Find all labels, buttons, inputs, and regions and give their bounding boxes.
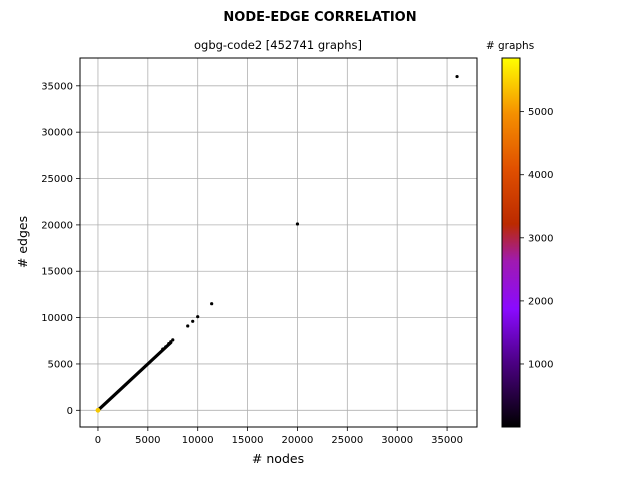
dense-band xyxy=(96,341,173,412)
plot-frame xyxy=(79,57,478,428)
y-axis-label: # edges xyxy=(15,216,30,268)
scatter-point xyxy=(161,347,165,351)
hotspot-point xyxy=(95,407,101,413)
scatter-points xyxy=(95,74,459,413)
y-axis-ticks: 0 5000 10000 15000 20000 25000 30000 35000 xyxy=(41,81,80,417)
scatter-point xyxy=(455,74,459,79)
x-tick-label: 15000 xyxy=(232,435,264,446)
chart-subtitle: ogbg-code2 [452741 graphs] xyxy=(194,38,362,52)
scatter-point xyxy=(196,315,200,319)
colorbar-tick-label: 1000 xyxy=(528,359,553,370)
x-tick-label: 0 xyxy=(95,435,101,446)
chart-title: NODE-EDGE CORRELATION xyxy=(223,10,416,25)
scatter-point xyxy=(164,345,168,349)
x-axis-ticks: 0 5000 10000 15000 20000 25000 30000 35000 xyxy=(95,427,463,446)
y-tick-label: 5000 xyxy=(48,359,73,370)
x-tick-label: 20000 xyxy=(282,435,314,446)
colorbar-ticks: 1000 2000 3000 4000 5000 xyxy=(520,107,553,370)
x-tick-label: 5000 xyxy=(135,435,160,446)
x-tick-label: 10000 xyxy=(182,435,214,446)
colorbar-tick-label: 5000 xyxy=(528,107,553,118)
scatter-point xyxy=(167,341,171,346)
y-tick-label: 20000 xyxy=(41,220,73,231)
scatter-point xyxy=(191,319,195,323)
y-tick-label: 0 xyxy=(67,406,73,417)
scatter-point xyxy=(210,302,214,306)
colorbar-tick-label: 3000 xyxy=(528,233,553,244)
y-tick-label: 25000 xyxy=(41,174,73,185)
colorbar xyxy=(501,57,521,428)
x-tick-label: 30000 xyxy=(381,435,413,446)
colorbar-tick-label: 2000 xyxy=(528,296,553,307)
colorbar-label: # graphs xyxy=(486,40,534,52)
colorbar-tick-label: 4000 xyxy=(528,170,553,181)
x-tick-label: 35000 xyxy=(431,435,463,446)
scatter-point xyxy=(186,324,190,328)
x-tick-label: 25000 xyxy=(331,435,363,446)
y-tick-label: 35000 xyxy=(41,81,73,92)
grid xyxy=(80,58,477,427)
scatter-point xyxy=(295,222,300,226)
y-tick-label: 15000 xyxy=(41,267,73,278)
x-axis-label: # nodes xyxy=(252,451,304,466)
y-tick-label: 30000 xyxy=(41,128,73,139)
y-tick-label: 10000 xyxy=(41,313,73,324)
